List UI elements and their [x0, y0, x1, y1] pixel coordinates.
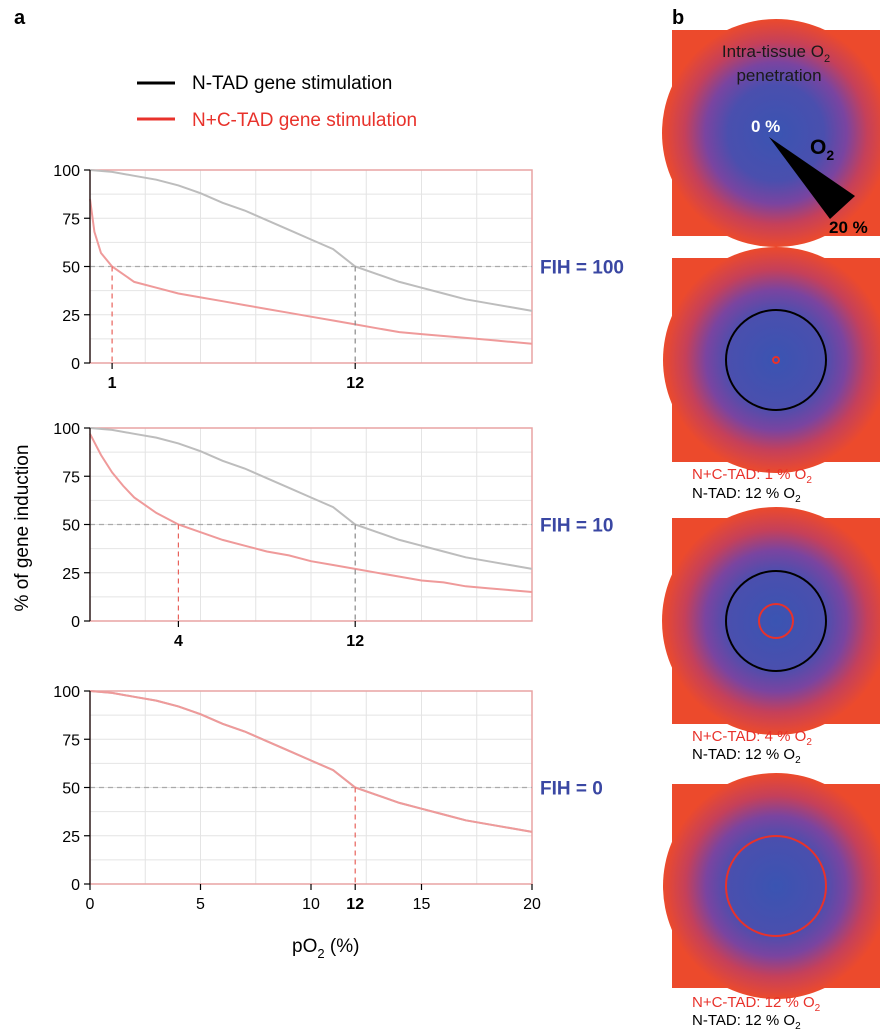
y-tick-label: 25	[62, 308, 80, 325]
svg-text:pO2 (%): pO2 (%)	[292, 936, 359, 961]
tile4-caption-red: N+C-TAD: 12 % O	[692, 994, 815, 1011]
svg-text:N-TAD: 12 % O2: N-TAD: 12 % O2	[692, 1012, 801, 1032]
tile4-caption-red-sub: 2	[815, 1003, 821, 1014]
y-tick-label: 100	[53, 163, 80, 180]
legend: N-TAD gene stimulation N+C-TAD gene stim…	[137, 73, 417, 131]
tile4-caption-black: N-TAD: 12 % O	[692, 1012, 795, 1029]
tile2-caption-black: N-TAD: 12 % O	[692, 485, 795, 502]
tile1-title-sub: 2	[824, 53, 830, 65]
svg-text:N+C-TAD: 4 % O2: N+C-TAD: 4 % O2	[692, 728, 812, 748]
tile3-caption-red: N+C-TAD: 4 % O	[692, 728, 806, 745]
y-tick-label: 50	[62, 260, 80, 277]
panel-a-label: a	[14, 7, 26, 29]
x-axis-label-main: pO	[292, 936, 317, 957]
y-tick-label: 50	[62, 781, 80, 798]
y-tick-label: 100	[53, 421, 80, 438]
fih-annotation: FIH = 10	[540, 516, 613, 537]
y-tick-label: 100	[53, 684, 80, 701]
y-tick-label: 75	[62, 211, 80, 228]
x-axis-label-suffix: (%)	[325, 936, 360, 957]
y-tick-label: 50	[62, 518, 80, 535]
subplot-fih-10: 0 25 50 75 100 4 12 FIH = 10	[53, 421, 613, 650]
series-line-nctad	[89, 690, 533, 833]
x-tick-label: 0	[86, 896, 95, 913]
y-tick-label: 25	[62, 566, 80, 583]
x-tick-label: 20	[523, 896, 541, 913]
tile2-caption-red-sub: 2	[806, 475, 812, 486]
series-line-ntad	[89, 169, 533, 312]
oxygen-gradient-wedge	[769, 137, 855, 219]
tile1-title-line2: penetration	[736, 66, 821, 85]
series-line-nctad	[89, 433, 533, 593]
wedge-o2-symbol: O	[810, 136, 826, 159]
x-axis-label-sub: 2	[317, 946, 324, 961]
y-tick-label: 25	[62, 829, 80, 846]
svg-text:N+C-TAD: 12 % O2: N+C-TAD: 12 % O2	[692, 994, 821, 1014]
series-line-nctad	[89, 198, 533, 345]
y-tick-label: 75	[62, 469, 80, 486]
tile2-caption-black-sub: 2	[795, 494, 801, 505]
tile3-caption-red-sub: 2	[806, 737, 812, 748]
tile2-captions: N+C-TAD: 1 % O2 N-TAD: 12 % O2	[692, 466, 812, 505]
tile-fih-0	[663, 773, 880, 999]
svg-text:O2: O2	[810, 136, 834, 163]
ring-ntad	[725, 570, 827, 672]
x-tick-label: 12	[346, 633, 364, 650]
tile4-caption-black-sub: 2	[795, 1021, 801, 1032]
y-tick-label: 0	[71, 614, 80, 631]
tile-fih-10	[662, 507, 880, 735]
x-tick-label: 12	[346, 375, 364, 392]
x-tick-label: 1	[108, 375, 117, 392]
y-axis-label: % of gene induction	[12, 445, 33, 612]
x-tick-label: 5	[196, 896, 205, 913]
tile-fih-100	[663, 247, 880, 473]
series-line-ntad	[89, 427, 533, 570]
tile3-caption-black: N-TAD: 12 % O	[692, 746, 795, 763]
x-tick-label: 10	[302, 896, 320, 913]
ring-nctad	[758, 603, 794, 639]
svg-text:N-TAD: 12 % O2: N-TAD: 12 % O2	[692, 746, 801, 766]
y-tick-label: 75	[62, 732, 80, 749]
tile4-captions: N+C-TAD: 12 % O2 N-TAD: 12 % O2	[692, 994, 821, 1032]
wedge-start-label: 0 %	[751, 117, 780, 136]
y-tick-label: 0	[71, 356, 80, 373]
panel-b-label: b	[672, 7, 684, 29]
x-tick-label: 15	[413, 896, 431, 913]
ring-ntad	[725, 309, 827, 411]
wedge-end-label: 20 %	[829, 218, 868, 237]
wedge-o2-sub: 2	[826, 147, 834, 163]
ring-nctad	[772, 356, 780, 364]
fih-annotation: FIH = 100	[540, 258, 624, 279]
x-tick-label: 4	[174, 633, 183, 650]
x-axis-label: pO2 (%)	[292, 936, 359, 961]
y-tick-label: 0	[71, 877, 80, 894]
svg-text:Intra-tissue O2: Intra-tissue O2	[722, 42, 830, 65]
legend-label-ntad: N-TAD gene stimulation	[192, 73, 392, 94]
fih-annotation: FIH = 0	[540, 779, 603, 800]
tile3-captions: N+C-TAD: 4 % O2 N-TAD: 12 % O2	[692, 728, 812, 766]
subplot-fih-100: 0 25 50 75 100 1 12 FIH = 100	[53, 163, 624, 392]
svg-text:N-TAD: 12 % O2: N-TAD: 12 % O2	[692, 485, 801, 505]
tile1-title-line1: Intra-tissue O	[722, 42, 824, 61]
svg-text:N+C-TAD: 1 % O2: N+C-TAD: 1 % O2	[692, 466, 812, 486]
ring-nctad	[725, 835, 827, 937]
tile-oxygen-penetration: Intra-tissue O2 penetration 0 % O2 20 %	[662, 19, 880, 247]
x-tick-label: 12	[346, 896, 364, 913]
tile3-caption-black-sub: 2	[795, 755, 801, 766]
legend-label-nctad: N+C-TAD gene stimulation	[192, 110, 417, 131]
tile2-caption-red: N+C-TAD: 1 % O	[692, 466, 806, 483]
subplot-fih-0: 0 25 50 75 100 0 5 10 12 15 20 FIH = 0	[53, 684, 603, 913]
